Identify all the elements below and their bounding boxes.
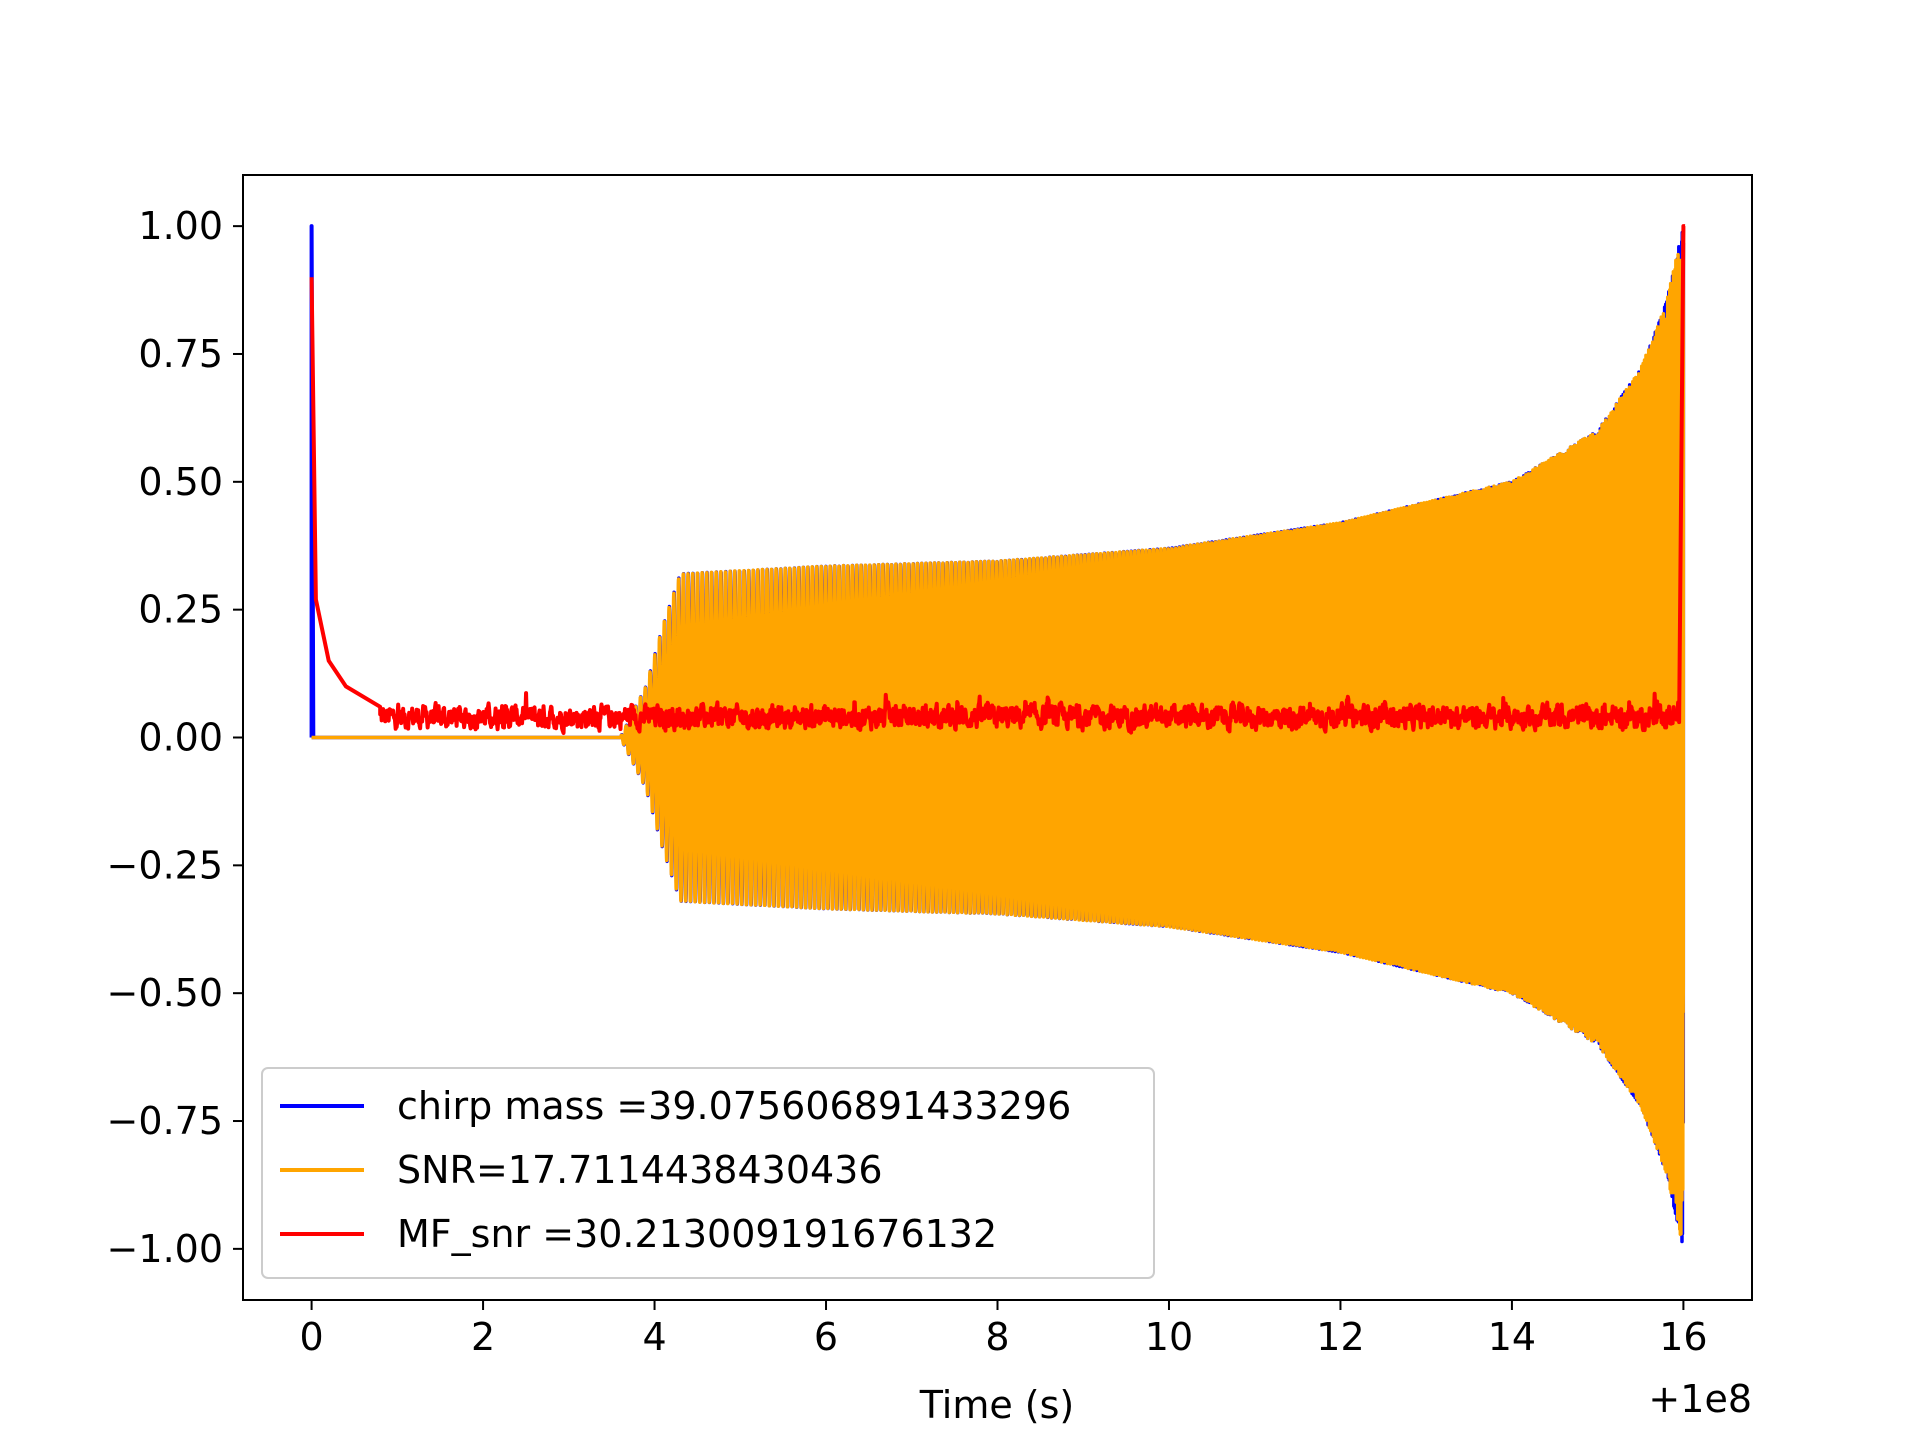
x-axis-label: Time (s) <box>919 1383 1075 1427</box>
x-tick-label: 0 <box>299 1315 323 1359</box>
x-tick-label: 12 <box>1316 1315 1364 1359</box>
x-tick-label: 8 <box>985 1315 1009 1359</box>
y-tick-label: −0.75 <box>107 1099 223 1143</box>
series-layer <box>309 224 1686 1244</box>
series-line-chirp-mass-spike <box>309 224 316 738</box>
x-tick-label: 16 <box>1659 1315 1707 1359</box>
legend: chirp mass =39.075606891433296 SNR=17.711… <box>261 1067 1155 1279</box>
legend-entry-label: MF_snr =30.213009191676132 <box>397 1212 997 1256</box>
x-tick-label: 10 <box>1145 1315 1193 1359</box>
series-line-snr <box>311 228 1686 1237</box>
y-tick-label: 0.75 <box>138 332 223 376</box>
x-tick-label: 2 <box>471 1315 495 1359</box>
y-axis-ticks: 1.00 0.75 0.50 0.25 0.00 −0.25 −0.50 −0.75 −1.00 <box>107 204 243 1271</box>
legend-box <box>261 1067 1155 1279</box>
x-axis-offset-label: +1e8 <box>1648 1377 1752 1421</box>
y-tick-label: 0.00 <box>138 716 223 760</box>
plot-frame <box>242 174 1753 1301</box>
y-tick-label: 1.00 <box>138 204 223 248</box>
x-axis-ticks: 0 2 4 6 8 10 12 14 16 <box>299 1300 1708 1359</box>
y-tick-label: 0.50 <box>138 460 223 504</box>
x-tick-label: 14 <box>1488 1315 1536 1359</box>
y-tick-label: −0.50 <box>107 971 223 1015</box>
y-tick-label: 0.25 <box>138 588 223 632</box>
y-tick-label: −0.25 <box>107 843 223 887</box>
x-tick-label: 4 <box>642 1315 666 1359</box>
y-tick-label: −1.00 <box>107 1227 223 1271</box>
legend-entry-label: SNR=17.7114438430436 <box>397 1148 883 1192</box>
x-tick-label: 6 <box>814 1315 838 1359</box>
series-line-mf-snr <box>309 224 1686 736</box>
legend-entry-label: chirp mass =39.075606891433296 <box>397 1084 1071 1128</box>
